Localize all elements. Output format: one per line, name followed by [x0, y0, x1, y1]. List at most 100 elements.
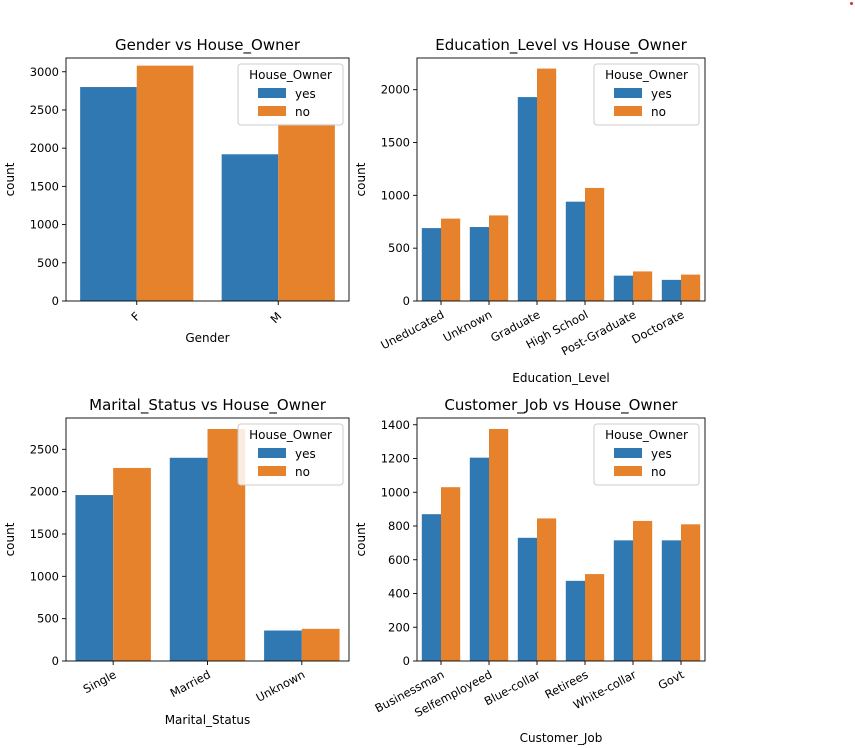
legend-swatch-yes: [258, 448, 286, 458]
x-axis-label: Education_Level: [512, 371, 609, 385]
x-tick-label: F: [128, 309, 143, 324]
y-tick-label: 2000: [30, 485, 59, 499]
y-tick-label: 1200: [381, 452, 410, 466]
legend-label-no: no: [295, 465, 310, 479]
y-tick-label: 500: [388, 241, 410, 255]
bar-yes-businessman: [421, 514, 441, 661]
subplot-2: 0500100015002000UneducatedUnknownGraduat…: [354, 36, 706, 385]
bar-no-single: [113, 467, 151, 661]
chart-title: Customer_Job vs House_Owner: [444, 396, 678, 415]
bar-no-businessman: [441, 487, 461, 661]
bar-no-selfemployeed: [489, 428, 509, 661]
y-tick-label: 400: [388, 587, 410, 601]
y-axis-label: count: [354, 522, 368, 556]
y-tick-label: 2500: [30, 103, 59, 117]
legend-swatch-yes: [614, 88, 642, 98]
y-tick-label: 1500: [30, 179, 59, 193]
y-tick-label: 0: [52, 294, 59, 308]
subplot-3: 0 500 1000 1500 2000 2500 Single Married Unknown…: [3, 396, 350, 727]
x-tick-label: Govt: [656, 667, 687, 692]
legend-label-yes: yes: [651, 87, 672, 101]
y-axis-label: count: [3, 162, 17, 196]
bar-no-unknown: [489, 215, 509, 301]
x-axis-label: Customer_Job: [520, 731, 603, 745]
red-dot-marker: [850, 2, 853, 5]
axes-frame: [416, 417, 706, 662]
bar-yes-unknown: [264, 630, 302, 661]
y-tick-label: 2000: [381, 83, 410, 97]
y-tick-label: 1500: [30, 527, 59, 541]
bar-no-m: [278, 123, 335, 301]
bar-yes-married: [169, 457, 208, 661]
y-tick-label: 2500: [30, 442, 59, 456]
bar-yes-high-school: [565, 201, 585, 301]
chart-title: Marital_Status vs House_Owner: [89, 396, 327, 415]
bar-yes-graduate: [517, 97, 537, 301]
y-tick-label: 1000: [381, 188, 410, 202]
bar-yes-govt: [661, 540, 681, 661]
bar-no-post-graduate: [633, 271, 653, 301]
x-tick-label: Unknown: [441, 307, 495, 344]
bar-yes-selfemployeed: [469, 457, 489, 661]
bar-no-unknown: [301, 628, 340, 661]
bar-yes-single: [75, 495, 114, 661]
bar-yes-m: [221, 154, 279, 301]
subplot-1: 0 500 1000 1500 2000 2500 3000 F M Gender vs Hous…: [3, 36, 350, 345]
bar-yes-f: [80, 87, 137, 301]
bar-yes-blue-collar: [517, 537, 537, 661]
bar-no-high-school: [585, 187, 605, 301]
legend-label-yes: yes: [651, 447, 672, 461]
bar-no-retirees: [585, 574, 605, 661]
legend-title: House_Owner: [605, 68, 688, 82]
bar-yes-retirees: [565, 580, 585, 661]
bar-yes-doctorate: [661, 279, 681, 301]
x-tick-label: Married: [168, 667, 213, 700]
y-tick-label: 0: [52, 654, 59, 668]
legend-title: House_Owner: [249, 428, 332, 442]
x-axis-label: Marital_Status: [165, 713, 251, 727]
legend-swatch-no: [258, 106, 286, 116]
x-tick-label: Doctorate: [629, 307, 686, 346]
y-tick-label: 2000: [30, 141, 59, 155]
x-tick-label: M: [267, 309, 284, 326]
legend-label-no: no: [651, 105, 666, 119]
legend-label-yes: yes: [295, 447, 316, 461]
legend-label-no: no: [295, 105, 310, 119]
y-axis-label: count: [3, 522, 17, 556]
legend-label-yes: yes: [295, 87, 316, 101]
x-axis-label: Gender: [185, 331, 229, 345]
bar-yes-post-graduate: [613, 275, 633, 301]
bar-no-doctorate: [681, 274, 701, 301]
bar-yes-unknown: [469, 227, 489, 301]
axes-frame: [416, 57, 706, 302]
bar-no-f: [136, 65, 194, 301]
chart-title: Education_Level vs House_Owner: [435, 36, 687, 55]
y-tick-label: 1000: [30, 218, 59, 232]
x-tick-label: Single: [81, 667, 119, 696]
bar-no-white-collar: [633, 520, 653, 661]
legend-swatch-no: [614, 466, 642, 476]
y-tick-label: 0: [403, 294, 410, 308]
axes-frame: [65, 57, 350, 302]
legend-swatch-no: [258, 466, 286, 476]
bar-yes-uneducated: [421, 228, 441, 301]
legend-swatch-yes: [614, 448, 642, 458]
y-tick-label: 1400: [381, 418, 410, 432]
bar-no-govt: [681, 524, 701, 661]
bar-no-blue-collar: [537, 518, 557, 661]
bar-no-graduate: [537, 68, 557, 301]
legend-label-no: no: [651, 465, 666, 479]
legend-swatch-no: [614, 106, 642, 116]
legend-title: House_Owner: [605, 428, 688, 442]
y-tick-label: 1000: [30, 569, 59, 583]
bar-yes-white-collar: [613, 540, 633, 661]
x-tick-label: Unknown: [254, 667, 308, 704]
legend-swatch-yes: [258, 88, 286, 98]
y-axis-label: count: [354, 162, 368, 196]
y-tick-label: 800: [388, 519, 410, 533]
